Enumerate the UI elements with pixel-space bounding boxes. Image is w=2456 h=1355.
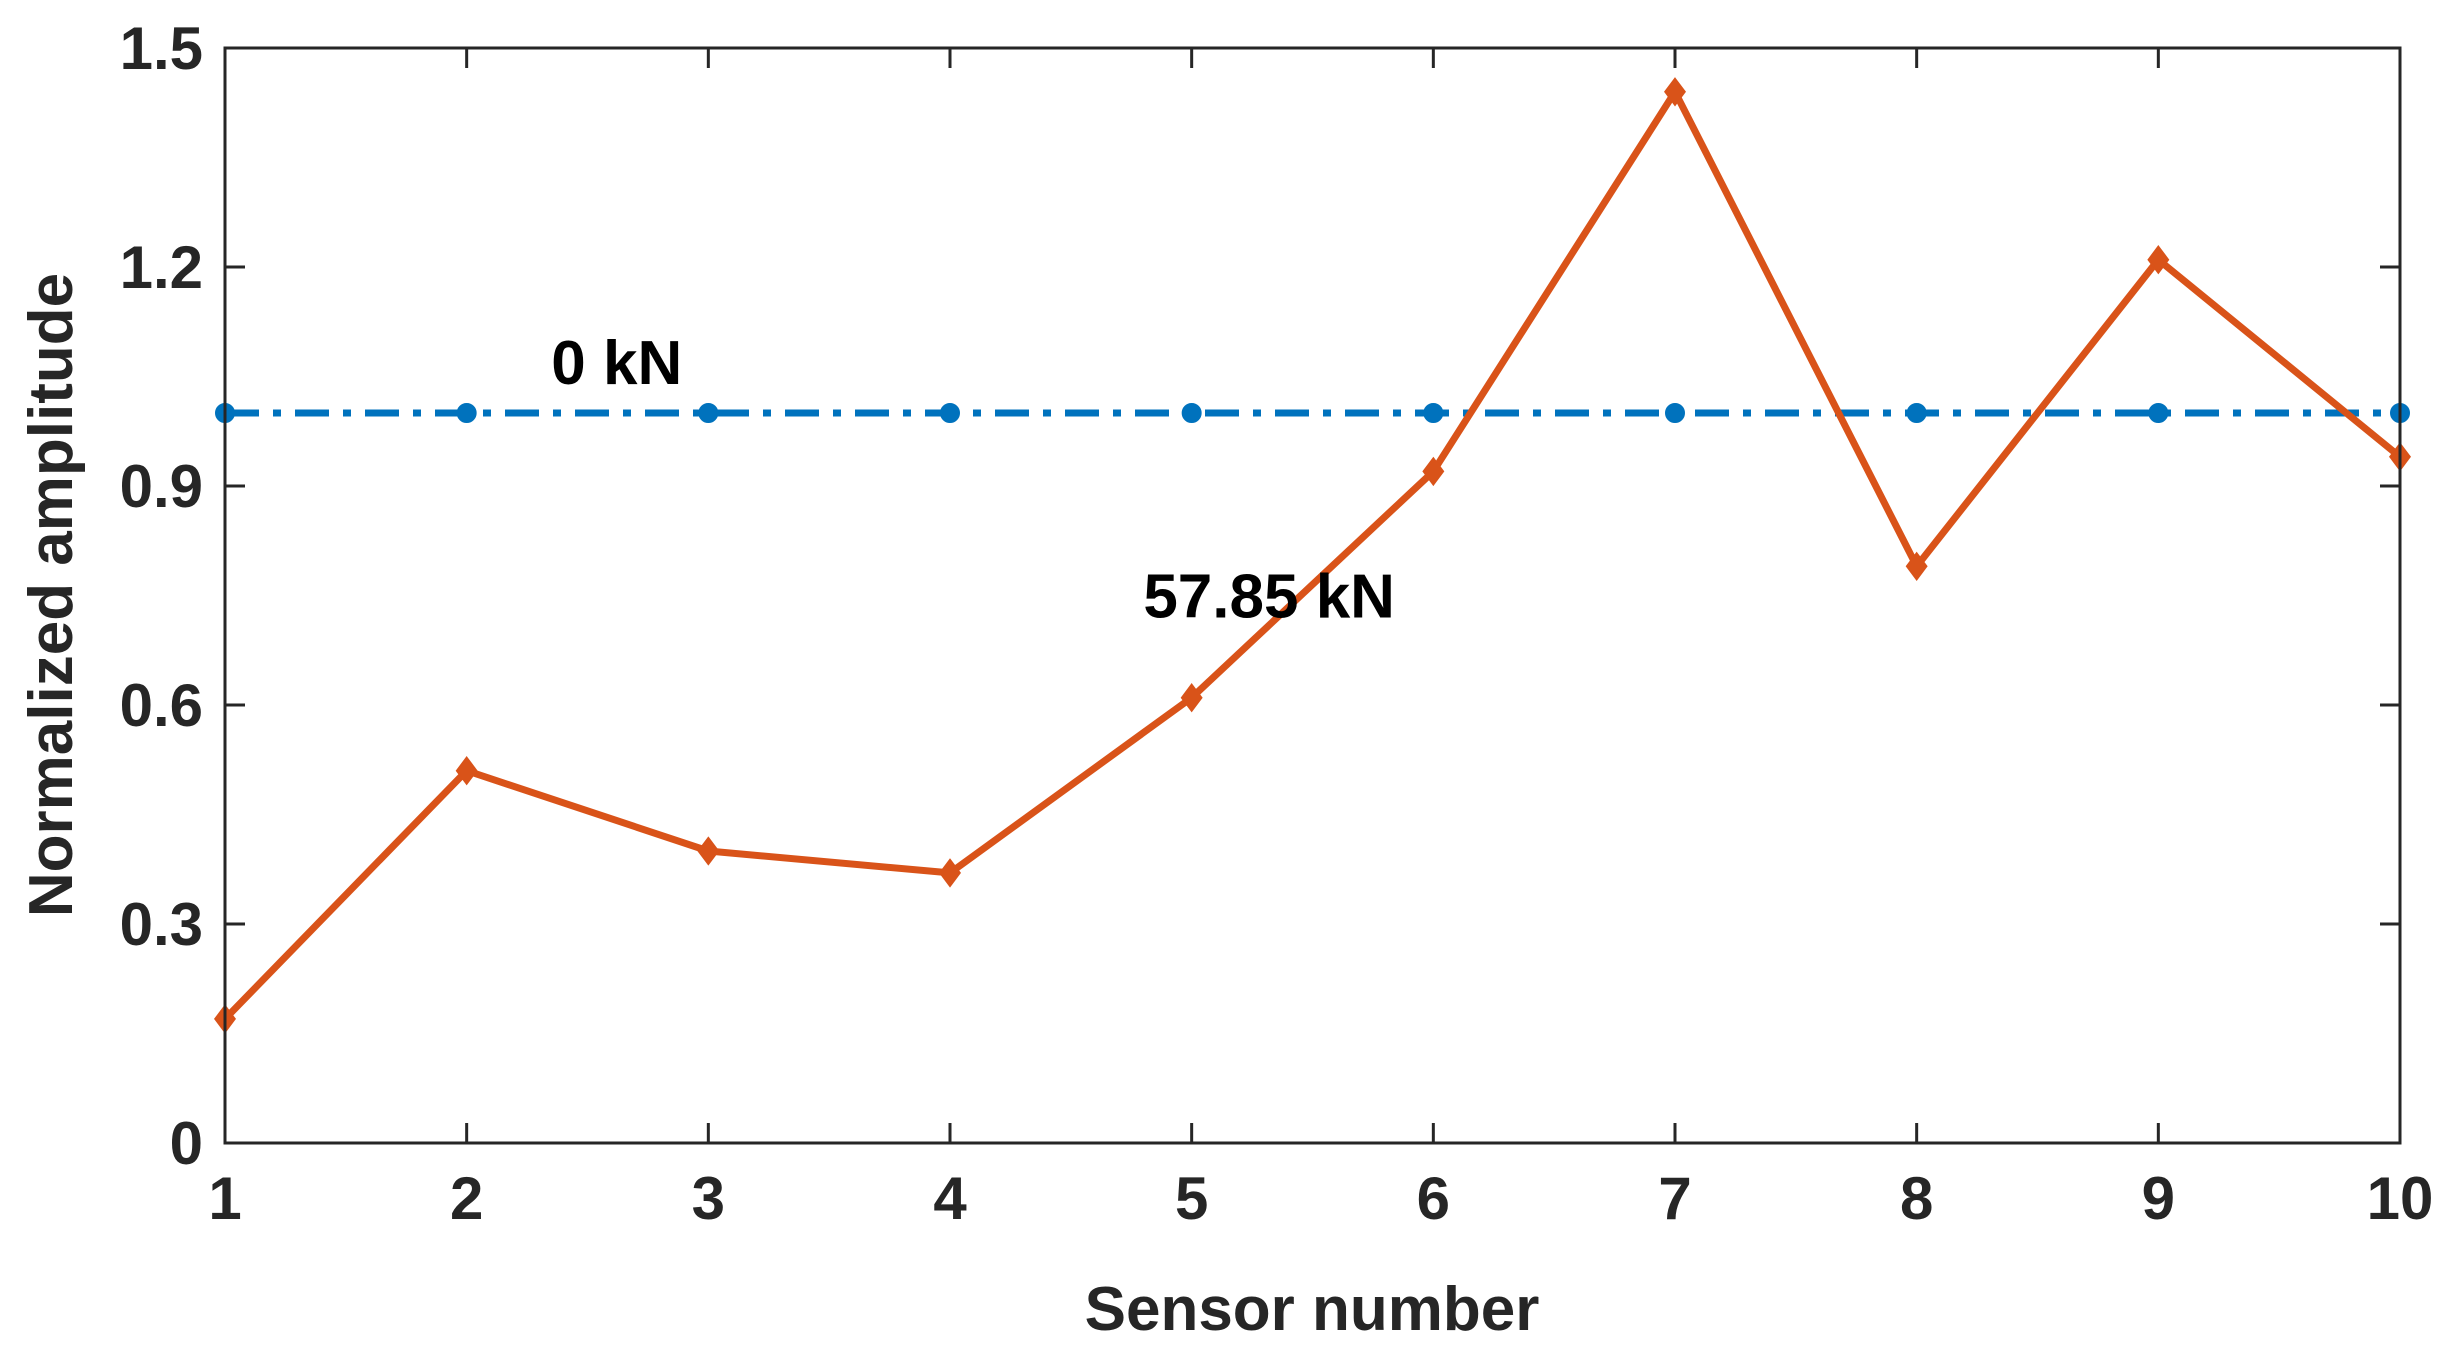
x-tick-label: 7: [1658, 1165, 1691, 1232]
x-tick-label: 3: [692, 1165, 725, 1232]
annotation-label: 57.85 kN: [1143, 562, 1395, 631]
series-line: [222, 88, 2403, 1022]
data-point: [939, 858, 961, 888]
data-point: [1422, 456, 1445, 487]
data-point: [456, 403, 477, 423]
tick-marks: [223, 46, 2402, 1145]
annotations: 0 kN 57.85 kN: [551, 329, 1395, 632]
x-tick-label: 8: [1900, 1165, 1933, 1232]
y-tick-label: 0.6: [120, 672, 203, 739]
data-point: [1665, 403, 1685, 423]
data-point: [1905, 551, 1928, 581]
data-point: [697, 836, 720, 866]
data-point: [2148, 403, 2169, 423]
x-tick-label: 1: [208, 1165, 241, 1232]
plot-frame: [223, 46, 2402, 1145]
y-tick-label: 1.2: [120, 234, 203, 301]
data-point: [1906, 403, 1927, 423]
x-tick-labels: 1 2 3 4 5 6 7 8 9 10: [208, 1165, 2433, 1232]
data-point: [1180, 683, 1203, 713]
x-tick-label: 6: [1417, 1165, 1450, 1232]
data-point: [698, 403, 719, 423]
data-point: [1423, 403, 1444, 423]
plot-background: [225, 48, 2400, 1143]
data-point: [1181, 403, 1202, 423]
series-2: [214, 77, 2411, 1034]
x-tick-label: 5: [1175, 1165, 1208, 1232]
annotation-label: 0 kN: [551, 329, 682, 398]
data-point: [455, 756, 478, 786]
x-tick-label: 10: [2367, 1165, 2434, 1232]
y-tick-label: 0.3: [120, 891, 203, 958]
y-tick-label: 1.5: [120, 15, 203, 82]
y-tick-label: 0: [170, 1110, 203, 1177]
x-tick-label: 2: [450, 1165, 483, 1232]
series-layer: [214, 77, 2411, 1034]
x-tick-label: 9: [2142, 1165, 2175, 1232]
y-tick-labels: 0 0.3 0.6 0.9 1.2 1.5: [120, 15, 203, 1177]
x-axis-label: Sensor number: [1085, 1275, 1540, 1344]
x-tick-label: 4: [933, 1165, 967, 1232]
data-point: [1664, 77, 1686, 107]
y-axis-label: Normalized amplitude: [17, 273, 86, 917]
data-point: [2147, 245, 2170, 275]
data-point: [940, 403, 960, 423]
y-tick-label: 0.9: [120, 453, 203, 520]
